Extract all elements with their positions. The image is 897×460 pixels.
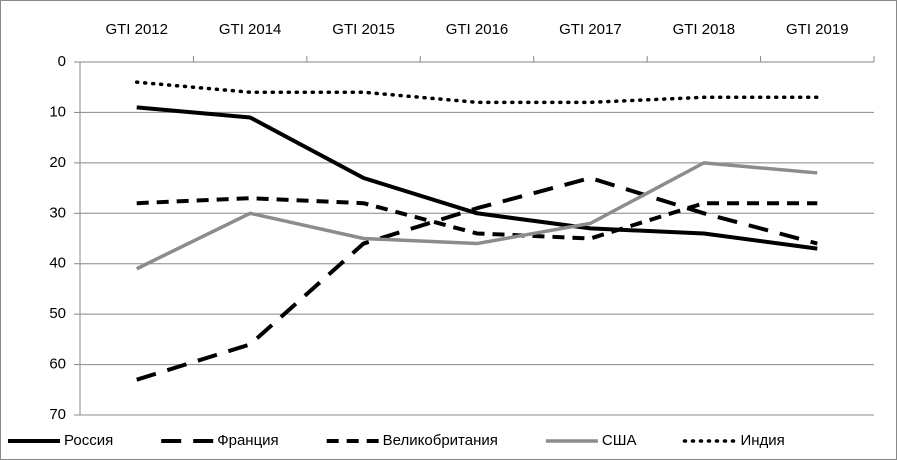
y-tick-label: 40	[49, 255, 66, 272]
x-tick-label: GTI 2017	[559, 21, 622, 38]
legend-label: Россия	[64, 432, 113, 449]
legend-label: Великобритания	[383, 432, 498, 449]
series-line	[136, 196, 818, 241]
y-tick-label: 0	[58, 53, 66, 70]
series-line	[136, 105, 818, 251]
y-tick-label: 50	[49, 305, 66, 322]
x-tick-label: GTI 2019	[786, 21, 849, 38]
series-line	[136, 175, 818, 382]
y-tick-label: 20	[49, 154, 66, 171]
legend-label: США	[602, 432, 637, 449]
legend-label: Индия	[740, 432, 784, 449]
legend-label: Франция	[217, 432, 278, 449]
x-tick-label: GTI 2012	[105, 21, 168, 38]
y-tick-label: 70	[49, 406, 66, 423]
x-tick-label: GTI 2015	[332, 21, 395, 38]
series-line	[134, 80, 820, 105]
x-tick-label: GTI 2014	[219, 21, 282, 38]
x-tick-label: GTI 2018	[673, 21, 736, 38]
y-tick-label: 10	[49, 103, 66, 120]
y-tick-label: 60	[49, 356, 66, 373]
y-tick-label: 30	[49, 204, 66, 221]
series-line	[135, 161, 818, 271]
x-tick-label: GTI 2016	[446, 21, 509, 38]
